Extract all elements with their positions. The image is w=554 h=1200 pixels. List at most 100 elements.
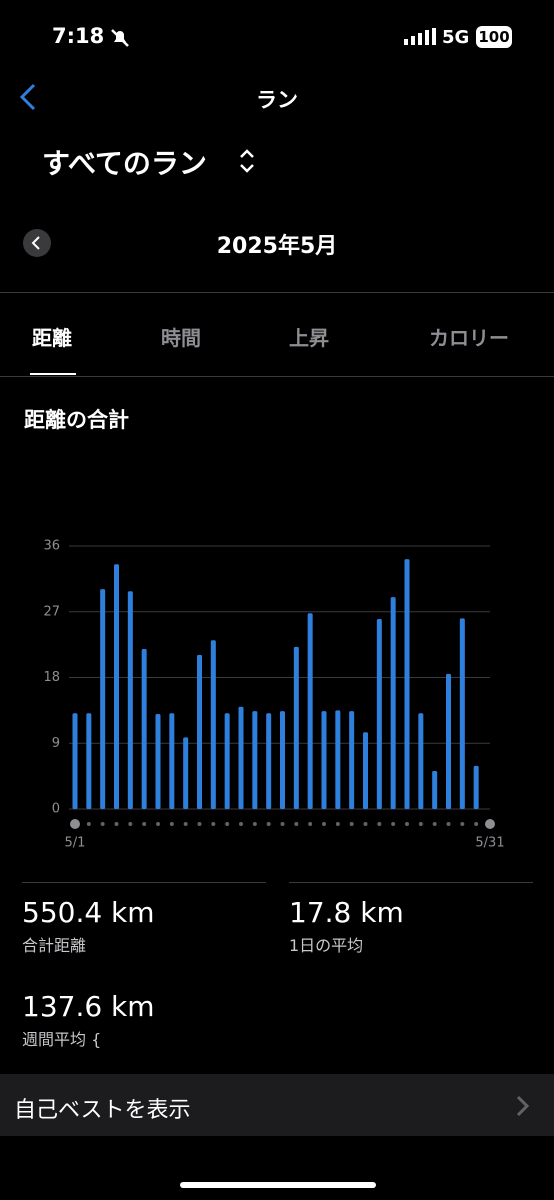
y-tick-label: 0 (52, 802, 60, 817)
day-dot (335, 822, 340, 826)
day-dot (349, 822, 354, 826)
bar (197, 654, 202, 809)
day-dot (114, 822, 119, 826)
bar (238, 706, 244, 809)
day-dot (169, 822, 174, 826)
button-label: 自己ベストを表示 (14, 1098, 191, 1123)
tab[interactable]: 距離 (32, 326, 72, 350)
day-dot (211, 822, 216, 826)
tab-underline (30, 373, 76, 375)
day-dot (86, 822, 91, 826)
tab[interactable]: 時間 (161, 326, 201, 350)
bar (183, 737, 189, 809)
bar (86, 713, 92, 809)
x-tick-label: 5/31 (475, 836, 504, 851)
day-dot (100, 822, 105, 826)
bar (141, 649, 147, 809)
day-dot (70, 819, 80, 829)
day-dot (294, 822, 299, 826)
day-dot (391, 822, 396, 826)
stat-value: 17.8 km (289, 896, 404, 929)
network: 5G (442, 27, 470, 48)
stat-label: 合計距離 (22, 936, 87, 955)
divider (289, 882, 533, 883)
filter-arrows (240, 149, 254, 173)
day-dot (280, 822, 285, 826)
day-dot (252, 822, 257, 826)
x-tick-label: 5/1 (65, 836, 86, 851)
bar (114, 564, 119, 809)
day-dot (183, 822, 188, 826)
y-tick-label: 18 (43, 670, 60, 685)
bar (473, 765, 479, 809)
day-dot (363, 822, 368, 826)
bar (307, 613, 313, 809)
day-dot (266, 822, 271, 826)
y-tick-label: 36 (43, 539, 60, 554)
day-dot (460, 822, 465, 826)
bar (100, 589, 106, 809)
day-dot (322, 822, 326, 826)
prev-period[interactable] (22, 228, 52, 258)
bar (432, 771, 438, 809)
filter[interactable]: すべてのラン (42, 147, 207, 180)
bar (349, 711, 355, 809)
home-indicator (180, 1182, 376, 1188)
bar (446, 673, 451, 809)
bar (363, 732, 368, 809)
signal-icon (404, 28, 436, 45)
bar (404, 559, 410, 809)
silent-icon (111, 29, 129, 47)
bar (169, 713, 175, 809)
day-dot (418, 822, 423, 826)
day-dot (405, 822, 409, 826)
bar (280, 711, 285, 809)
bar (155, 714, 161, 809)
bar (252, 711, 258, 809)
bar (72, 713, 78, 809)
divider (0, 292, 554, 293)
y-tick-label: 27 (43, 604, 60, 619)
day-dot (485, 819, 495, 829)
day-dot (377, 822, 382, 826)
bar (127, 591, 133, 809)
status-time: 7:18 (52, 24, 105, 48)
day-dot (142, 822, 147, 826)
bar (321, 711, 327, 809)
tab[interactable]: カロリー (429, 326, 509, 350)
stat-label: 週間平均 { (22, 1030, 102, 1049)
day-dot (239, 822, 243, 826)
bar (224, 713, 230, 809)
battery: 100 (476, 26, 512, 48)
day-dot (128, 822, 133, 826)
bar (418, 713, 424, 809)
chart-title: 距離の合計 (24, 408, 129, 432)
bar (210, 640, 216, 809)
day-dot (446, 822, 451, 826)
back-button[interactable] (16, 82, 40, 112)
stat-value: 550.4 km (22, 896, 155, 929)
day-dot (308, 822, 313, 826)
day-dot (156, 822, 160, 826)
day-dot (225, 822, 230, 826)
chart: 0 9 18 27 36 5/1 5/31 (43, 539, 504, 851)
y-tick-label: 9 (52, 736, 60, 751)
best-button[interactable] (0, 1074, 554, 1136)
day-dot (474, 822, 479, 826)
period: 2025年5月 (216, 234, 338, 259)
bar (390, 597, 396, 809)
day-dot (197, 822, 202, 826)
bar (459, 618, 465, 809)
bar (266, 713, 272, 809)
nav-title: ラン (256, 88, 298, 112)
divider (0, 376, 554, 377)
stat-label: 1日の平均 (289, 936, 364, 955)
bar (376, 619, 382, 809)
day-dot (432, 822, 437, 826)
bar (335, 710, 341, 809)
chevron (516, 1095, 530, 1117)
divider (22, 882, 266, 883)
bar (293, 646, 299, 809)
tab[interactable]: 上昇 (289, 326, 329, 350)
